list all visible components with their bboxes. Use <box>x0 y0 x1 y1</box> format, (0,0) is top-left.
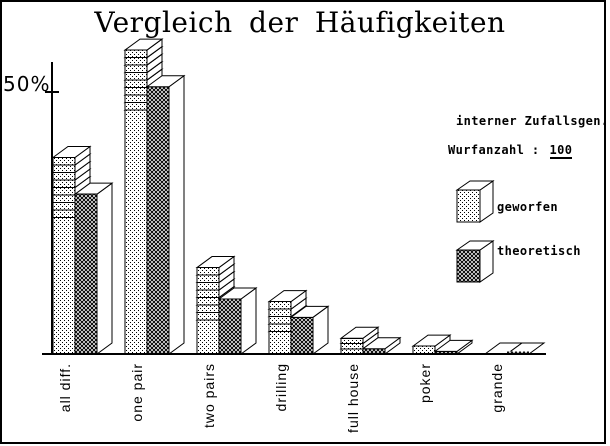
category-label-all-diff-: all diff. <box>57 363 73 413</box>
throw-count-value: 100 <box>549 143 573 159</box>
legend-swatches <box>455 180 495 283</box>
legend-label-geworfen: geworfen <box>497 200 558 214</box>
bar-pair-one-pair <box>123 38 186 355</box>
bar-pair-all-diff- <box>51 145 114 355</box>
bar-pair-poker <box>411 334 474 355</box>
throw-count-label: Wurfanzahl : <box>448 143 540 157</box>
category-label-one-pair: one pair <box>129 363 145 422</box>
legend-swatch-geworfen <box>455 180 495 223</box>
legend-swatch-theoretisch <box>455 240 495 283</box>
bars-group <box>51 38 546 355</box>
annotation-generator: interner Zufallsgen. <box>456 114 609 128</box>
y-axis-tick-label: 50% <box>3 72 51 96</box>
legend-label-theoretisch: theoretisch <box>497 244 581 258</box>
annotation-throw-count: Wurfanzahl : 100 <box>448 143 573 159</box>
category-label-drilling: drilling <box>273 363 289 412</box>
bar-pair-full-house <box>339 326 402 355</box>
bar-pair-drilling <box>267 289 330 355</box>
bar-pair-two-pairs <box>195 255 258 355</box>
axes-group <box>42 62 546 355</box>
category-label-poker: poker <box>417 363 433 404</box>
category-label-full-house: full house <box>345 363 361 433</box>
category-label-grande: grande <box>489 363 505 413</box>
bar-pair-grande <box>483 342 546 355</box>
category-label-two-pairs: two pairs <box>201 363 217 429</box>
chart-title: Vergleich der Häufigkeiten <box>94 6 506 39</box>
